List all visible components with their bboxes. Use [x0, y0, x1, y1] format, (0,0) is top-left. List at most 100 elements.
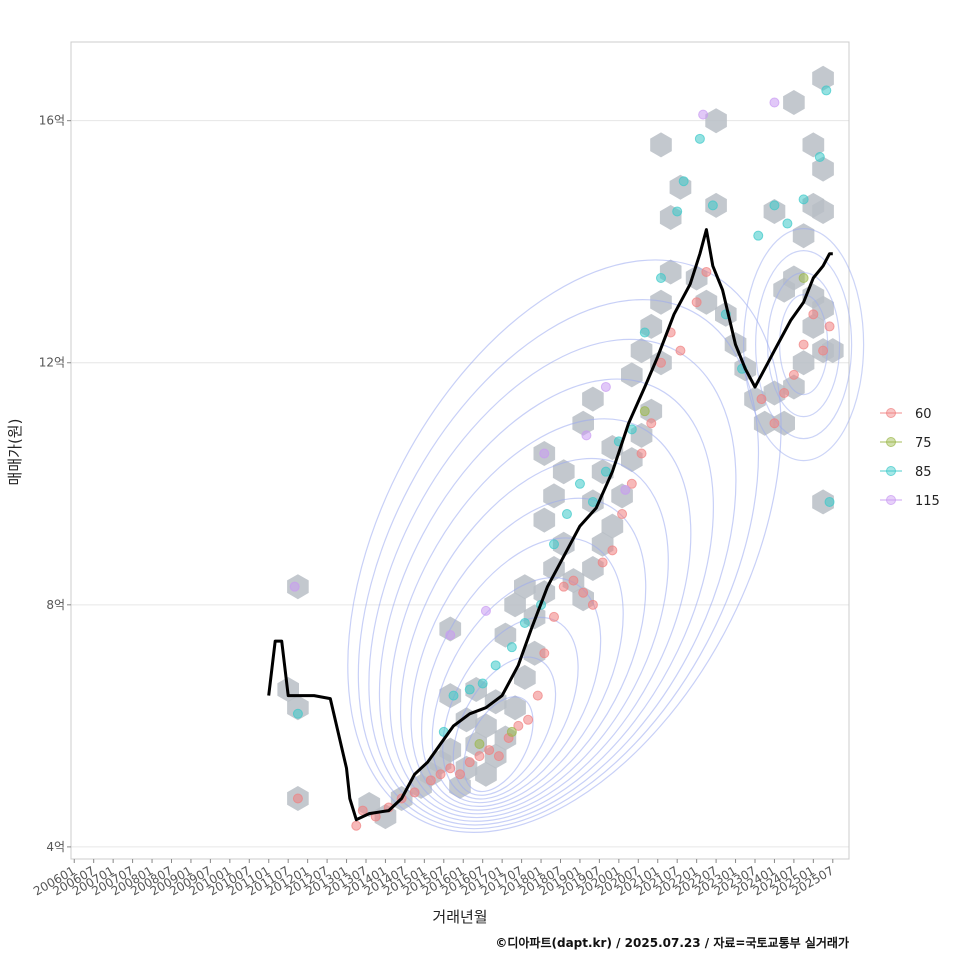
data-point-85: [694, 133, 705, 144]
data-point-115: [445, 630, 456, 641]
data-point-85: [782, 218, 793, 229]
data-point-60: [493, 751, 504, 762]
data-point-60: [409, 787, 420, 798]
data-point-115: [620, 484, 631, 495]
data-point-60: [607, 545, 618, 556]
data-point-60: [558, 581, 569, 592]
hexbin-cell: [572, 410, 594, 436]
data-point-75: [639, 406, 650, 417]
data-point-85: [821, 85, 832, 96]
data-point-85: [506, 642, 517, 653]
data-point-60: [351, 820, 362, 831]
legend-label-85: 85: [915, 465, 932, 480]
legend-key-point: [886, 437, 896, 447]
data-point-85: [655, 273, 666, 284]
data-point-85: [600, 466, 611, 477]
hexbin-cell: [475, 761, 497, 787]
data-point-85: [824, 496, 835, 507]
data-point-60: [756, 394, 767, 405]
data-point-85: [707, 200, 718, 211]
data-point-60: [818, 345, 829, 356]
density-contour: [767, 271, 841, 418]
data-point-60: [788, 369, 799, 380]
y-axis-title: 매매가(원): [6, 419, 24, 486]
data-point-60: [532, 690, 543, 701]
data-point-85: [561, 509, 572, 520]
data-point-115: [769, 97, 780, 108]
hexbin-cell: [695, 289, 718, 315]
legend-label-115: 115: [915, 494, 940, 509]
data-point-85: [549, 539, 560, 550]
data-point-60: [597, 557, 608, 568]
data-point-60: [636, 448, 647, 459]
data-point-60: [691, 297, 702, 308]
hexbin-cell: [552, 459, 575, 485]
data-point-60: [523, 714, 534, 725]
data-point-115: [539, 448, 550, 459]
hexbin-cell: [494, 622, 517, 648]
data-point-60: [445, 763, 456, 774]
data-point-60: [464, 757, 475, 768]
hexbin-cell: [533, 507, 556, 533]
hexbin-cell: [753, 410, 776, 436]
hexbin-cell: [514, 664, 536, 690]
data-point-60: [474, 751, 485, 762]
data-point-115: [698, 109, 709, 120]
data-point-60: [617, 509, 628, 520]
data-point-75: [798, 273, 809, 284]
y-tick-label: 12억: [39, 356, 65, 370]
density-contour: [452, 656, 557, 796]
plot-panel-border: [70, 41, 850, 860]
density-contour: [389, 418, 692, 819]
data-point-60: [798, 339, 809, 350]
data-point-115: [289, 581, 300, 592]
density-contour: [399, 457, 669, 815]
hexbin-cell: [812, 156, 834, 182]
data-point-85: [672, 206, 683, 217]
hexbin-cell: [439, 737, 462, 763]
data-point-85: [769, 200, 780, 211]
data-point-115: [600, 381, 611, 392]
data-point-60: [779, 388, 790, 399]
hexbin-cell: [802, 132, 825, 158]
data-point-85: [798, 194, 809, 205]
hexbin-cell: [640, 398, 663, 424]
data-point-85: [639, 327, 650, 338]
hexbin-cell: [630, 338, 653, 364]
data-point-60: [539, 648, 550, 659]
hexbin-cell: [650, 132, 672, 158]
hexbin-cell: [812, 65, 834, 91]
data-point-60: [824, 321, 835, 332]
hexbin-cell: [287, 695, 309, 721]
y-tick-label: 16억: [39, 114, 65, 128]
y-tick-label: 8억: [46, 598, 65, 612]
data-point-60: [455, 769, 465, 780]
data-point-85: [678, 176, 689, 187]
hexbin-cell: [812, 199, 834, 224]
density-contour: [410, 497, 647, 811]
hexbin-cell: [582, 386, 604, 412]
x-axis-title: 거래년월: [432, 908, 487, 926]
hexbin-cell: [773, 410, 795, 436]
data-point-60: [578, 587, 589, 598]
hexbin-cell: [792, 350, 815, 376]
caption: ©디아파트(dapt.kr) / 2025.07.23 / 자료=국토교통부 실…: [495, 935, 849, 950]
density-contour: [378, 378, 714, 822]
hexbin-cell: [705, 108, 727, 134]
data-point-85: [519, 617, 530, 628]
trend-line: [267, 228, 833, 822]
data-point-85: [753, 230, 764, 241]
hexbin-cell: [802, 313, 825, 339]
hexbin-cell: [514, 574, 536, 600]
y-axis-ticks: 4억 8억 12억 16억: [39, 114, 71, 854]
data-point-60: [675, 345, 686, 356]
data-point-60: [626, 478, 637, 489]
legend-label-60: 60: [915, 407, 932, 422]
data-point-85: [464, 684, 475, 695]
data-point-115: [480, 605, 491, 616]
data-point-60: [701, 266, 712, 277]
data-point-60: [425, 775, 436, 786]
hexbin-cell: [601, 513, 624, 539]
